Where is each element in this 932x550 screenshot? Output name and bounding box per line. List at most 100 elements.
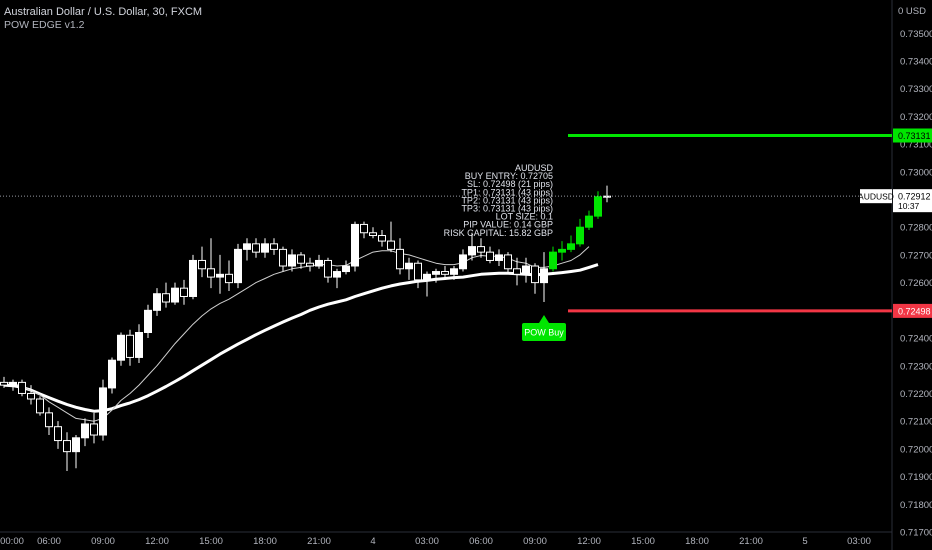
candle-body <box>585 215 593 228</box>
price-tick-label: 0.72000 <box>900 444 932 455</box>
candle-body <box>405 262 413 270</box>
candle <box>504 252 512 275</box>
time-axis: 00:00 06:00 09:00 12:00 15:00 18:00 21:00 4 03:0… <box>0 536 871 547</box>
candle-body <box>189 259 197 297</box>
candle <box>90 412 98 444</box>
candle <box>585 210 593 230</box>
candle <box>432 268 440 283</box>
price-tick-label: 0.71800 <box>900 500 932 511</box>
candle <box>0 376 8 388</box>
candle-body <box>432 271 440 275</box>
chart-title: Australian Dollar / U.S. Dollar, 30, FXC… <box>4 6 203 18</box>
candle <box>9 379 17 391</box>
bar-timer-label: 10:37 <box>898 201 920 211</box>
candle <box>153 288 161 316</box>
info-line: TP1: 0.73131 (43 pips) <box>461 187 553 197</box>
price-tick-label: 0.73400 <box>900 56 932 67</box>
signal-label: POW Buy <box>524 328 564 338</box>
time-tick-label: 5 <box>802 536 807 547</box>
current-price-label: 0.72912 <box>898 192 931 202</box>
time-tick-label: 12:00 <box>145 536 169 547</box>
candle-body <box>468 246 476 256</box>
candle-body <box>279 248 287 267</box>
candle-body <box>0 381 8 386</box>
candle <box>594 191 602 219</box>
candle <box>540 252 548 303</box>
candle-body <box>54 426 62 442</box>
info-line: BUY ENTRY: 0.72705 <box>465 171 553 181</box>
candle-body <box>531 265 539 284</box>
time-tick-label: 09:00 <box>523 536 547 547</box>
info-line: LOT SIZE: 0.1 <box>496 212 553 222</box>
time-tick-label: 18:00 <box>685 536 709 547</box>
price-tick-label: 0.73500 <box>900 29 932 40</box>
time-tick-label: 15:00 <box>631 536 655 547</box>
candle <box>234 243 242 289</box>
candle <box>171 282 179 305</box>
candle <box>288 249 296 272</box>
candle <box>495 249 503 266</box>
candle <box>216 254 224 294</box>
candle-body <box>9 381 17 386</box>
indicator-name[interactable]: POW EDGE v1.2 <box>4 19 85 31</box>
symbol-label: AUDUSD <box>858 192 894 202</box>
candle-body <box>243 243 251 250</box>
price-tick-label: 0.73200 <box>900 112 932 123</box>
candle <box>549 246 557 272</box>
time-tick-label: 21:00 <box>307 536 331 547</box>
time-tick-label: 12:00 <box>577 536 601 547</box>
candle-body <box>450 268 458 275</box>
price-tick-label: 0.72800 <box>900 223 932 234</box>
candle <box>441 266 449 278</box>
info-line: PIP VALUE: 0.14 GBP <box>463 220 553 230</box>
current-price-tag <box>893 189 932 213</box>
candle <box>405 257 413 280</box>
candle <box>72 435 80 469</box>
candle <box>81 418 89 447</box>
candle-body <box>459 254 467 270</box>
candle <box>162 282 170 308</box>
price-tick-label: 0.72400 <box>900 334 932 345</box>
info-line: AUDUSD <box>515 163 554 173</box>
candle <box>513 257 521 286</box>
candle <box>45 407 53 436</box>
candle-body <box>198 259 206 270</box>
candle <box>459 249 467 272</box>
signal-label-bg <box>522 323 566 341</box>
candle-body <box>180 287 188 297</box>
candle <box>378 229 386 247</box>
candle <box>126 329 134 366</box>
candle <box>351 221 359 272</box>
candle-body <box>162 293 170 303</box>
candle-body <box>81 423 89 439</box>
candle <box>324 257 332 283</box>
candle-body <box>351 223 359 267</box>
price-tick-label: 0.71900 <box>900 472 932 483</box>
candle <box>36 396 44 416</box>
candle-body <box>477 246 485 253</box>
candle-body <box>423 273 431 281</box>
signal-arrow <box>539 315 549 323</box>
candle <box>387 221 395 253</box>
candle-body <box>486 251 494 261</box>
trade-levels: POW Buy <box>0 133 892 341</box>
candle-body <box>414 262 422 281</box>
candle-body <box>216 273 224 278</box>
candle-body <box>369 232 377 237</box>
candle <box>99 379 107 441</box>
tp-price-label: 0.73131 <box>898 131 931 141</box>
candle-body <box>36 398 44 414</box>
candle-body <box>72 437 80 453</box>
candle-body <box>108 359 116 389</box>
info-line: RISK CAPITAL: 15.82 GBP <box>444 228 553 238</box>
time-tick-label: 00:00 <box>0 536 24 547</box>
candle-body <box>90 423 98 436</box>
candle <box>207 238 215 289</box>
candle <box>342 260 350 275</box>
candle-body <box>144 309 152 334</box>
candle-body <box>171 287 179 303</box>
time-tick-label: 06:00 <box>469 536 493 547</box>
candle <box>315 254 323 269</box>
time-tick-label: 15:00 <box>199 536 223 547</box>
